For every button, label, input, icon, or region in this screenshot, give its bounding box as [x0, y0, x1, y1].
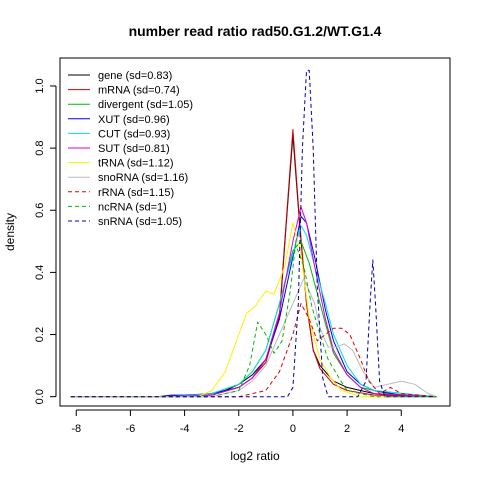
- series-line-7: [70, 278, 437, 398]
- x-tick-label: 2: [344, 423, 350, 435]
- series-line-10: [70, 69, 437, 398]
- chart-title: number read ratio rad50.G1.2/WT.G1.4: [129, 23, 382, 39]
- x-tick-label: 0: [290, 423, 296, 435]
- x-tick-label: 4: [398, 423, 404, 435]
- series-line-6: [70, 222, 437, 398]
- x-tick-label: -6: [126, 423, 136, 435]
- plot-frame: [59, 57, 451, 407]
- legend-label: tRNA (sd=1.12): [98, 158, 174, 170]
- y-axis-label: density: [3, 213, 17, 251]
- y-tick-label: 0.4: [34, 265, 46, 280]
- x-axis: -8 -6 -4 -2 0 2 4: [71, 409, 404, 435]
- legend-label: ncRNA (sd=1): [98, 201, 167, 213]
- y-tick-label: 1.0: [34, 78, 46, 93]
- series-line-4: [70, 225, 437, 398]
- y-tick-label: 0.2: [34, 327, 46, 342]
- legend-label: CUT (sd=0.93): [98, 128, 170, 140]
- x-axis-label: log2 ratio: [230, 449, 280, 463]
- legend: gene (sd=0.83) mRNA (sd=0.74) divergent (s…: [68, 70, 193, 228]
- y-tick-label: 0.0: [34, 389, 46, 404]
- legend-label: snoRNA (sd=1.16): [98, 172, 188, 184]
- x-tick-label: -4: [180, 423, 190, 435]
- x-tick-label: -2: [234, 423, 244, 435]
- y-tick-label: 0.8: [34, 140, 46, 155]
- series-line-9: [70, 243, 437, 398]
- series-layer: [70, 69, 437, 398]
- legend-label: XUT (sd=0.96): [98, 114, 170, 126]
- legend-label: divergent (sd=1.05): [98, 99, 193, 111]
- legend-label: snRNA (sd=1.05): [98, 216, 182, 228]
- series-line-8: [70, 303, 437, 398]
- legend-label: rRNA (sd=1.15): [98, 187, 174, 199]
- legend-label: gene (sd=0.83): [98, 70, 172, 82]
- y-axis: 0.0 0.2 0.4 0.6 0.8 1.0: [34, 78, 57, 404]
- y-tick-label: 0.6: [34, 203, 46, 218]
- legend-label: mRNA (sd=0.74): [98, 85, 180, 97]
- legend-label: SUT (sd=0.81): [98, 143, 170, 155]
- x-tick-label: -8: [71, 423, 81, 435]
